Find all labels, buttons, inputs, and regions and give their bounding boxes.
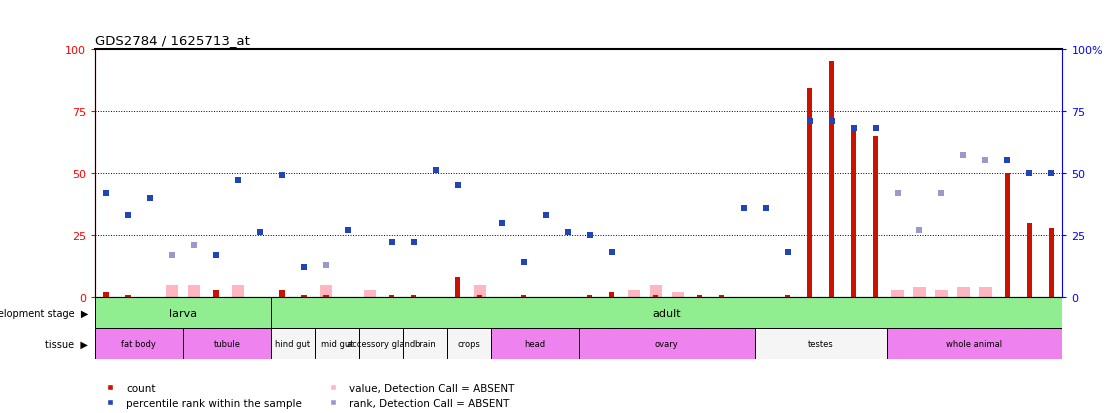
Bar [696,295,702,297]
Bar [829,62,835,297]
Bar [785,295,790,297]
Bar [1027,223,1032,297]
Bar [315,328,358,359]
Bar [323,295,328,297]
Text: adult: adult [652,308,681,318]
Bar [935,290,947,297]
Bar [892,290,904,297]
Bar [213,290,219,297]
Bar [455,278,461,297]
Bar [719,295,724,297]
Bar [650,285,662,297]
Bar [873,136,878,297]
Text: accessory gland: accessory gland [347,339,415,348]
Bar [125,295,131,297]
Bar [411,295,416,297]
Text: mid gut: mid gut [320,339,353,348]
Text: crops: crops [458,339,480,348]
Bar [103,292,108,297]
Text: brain: brain [414,339,435,348]
Text: head: head [525,339,546,348]
Bar [609,292,615,297]
Text: testes: testes [808,339,834,348]
Bar [319,285,331,297]
Bar [521,295,527,297]
Text: tubule: tubule [213,339,240,348]
Bar [914,287,925,297]
Bar [183,328,271,359]
Bar [850,129,856,297]
Bar [95,328,183,359]
Bar [579,328,754,359]
Bar [886,328,1062,359]
Text: larva: larva [169,308,196,318]
Text: development stage  ▶: development stage ▶ [0,308,88,318]
Bar [95,297,1062,335]
Bar [95,297,271,328]
Bar [187,285,200,297]
Text: whole animal: whole animal [946,339,1002,348]
Bar [477,295,482,297]
Bar [364,290,376,297]
Bar [980,287,991,297]
Text: hind gut: hind gut [276,339,310,348]
Bar [1004,173,1010,297]
Bar [446,328,491,359]
Bar [271,328,315,359]
Bar [279,290,285,297]
Text: ovary: ovary [655,339,679,348]
Bar [403,328,446,359]
Bar [491,328,579,359]
Legend: count, percentile rank within the sample, value, Detection Call = ABSENT, rank, : count, percentile rank within the sample… [100,383,514,408]
Bar [473,285,485,297]
Bar [653,295,658,297]
Bar [754,328,886,359]
Bar [358,328,403,359]
Bar [807,89,812,297]
Bar [958,287,970,297]
Bar [301,295,307,297]
Bar [627,290,639,297]
Text: tissue  ▶: tissue ▶ [46,339,88,349]
Bar [587,295,593,297]
Bar [232,285,243,297]
Text: fat body: fat body [122,339,156,348]
Bar [1049,228,1055,297]
Bar [389,295,394,297]
Bar [271,297,1062,328]
Bar [672,292,684,297]
Text: GDS2784 / 1625713_at: GDS2784 / 1625713_at [95,34,250,47]
Bar [166,285,177,297]
